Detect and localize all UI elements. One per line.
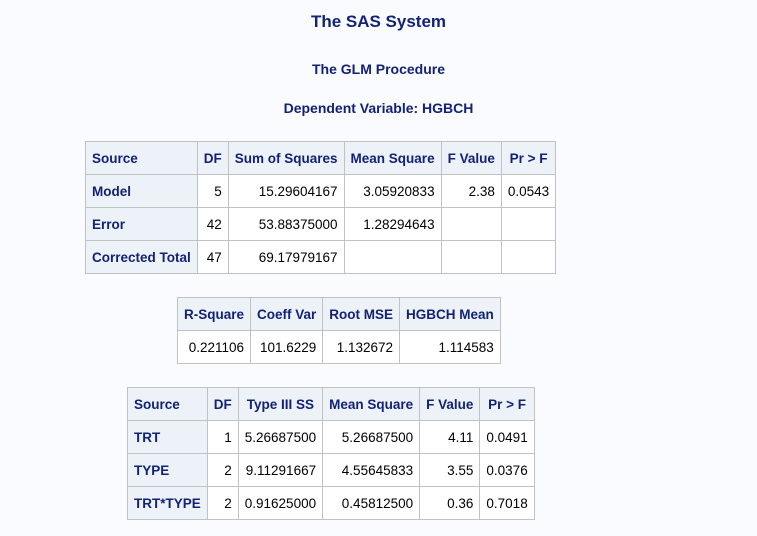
row-label: TRT <box>127 420 208 454</box>
f-value-cell: 0.36 <box>419 486 481 520</box>
sum-of-squares-cell: 53.88375000 <box>227 207 345 241</box>
type-iii-ss-cell: 5.26687500 <box>237 420 324 454</box>
row-label: Corrected Total <box>85 240 198 274</box>
column-header-mean-square: Mean Square <box>322 387 421 421</box>
table-row: TRT 1 5.26687500 5.26687500 4.11 0.0491 <box>127 420 535 454</box>
root-mse-cell: 1.132672 <box>322 330 401 364</box>
table-row: Error 42 53.88375000 1.28294643 <box>85 207 557 241</box>
column-header-pr-f: Pr > F <box>500 141 557 175</box>
table-row: Model 5 15.29604167 3.05920833 2.38 0.05… <box>85 174 557 208</box>
df-cell: 2 <box>206 453 239 487</box>
column-header-sum-of-squares: Sum of Squares <box>227 141 345 175</box>
fit-statistics-table: R-Square Coeff Var Root MSE HGBCH Mean 0… <box>176 297 501 364</box>
column-header-hgbch-mean: HGBCH Mean <box>399 297 501 331</box>
mean-square-cell: 0.45812500 <box>322 486 421 520</box>
row-label: Model <box>85 174 198 208</box>
column-header-r-square: R-Square <box>176 297 252 331</box>
mean-square-cell: 3.05920833 <box>343 174 442 208</box>
df-cell: 42 <box>196 207 229 241</box>
type-iii-ss-cell: 9.11291667 <box>237 453 324 487</box>
table-header-row: R-Square Coeff Var Root MSE HGBCH Mean <box>176 297 501 331</box>
p-value-cell: 0.0376 <box>479 453 535 487</box>
column-header-type-iii-ss: Type III SS <box>237 387 324 421</box>
p-value-cell: 0.0491 <box>479 420 535 454</box>
row-label: TRT*TYPE <box>127 486 208 520</box>
f-value-cell <box>440 207 502 241</box>
p-value-cell <box>500 240 557 274</box>
table-row: Corrected Total 47 69.17979167 <box>85 240 557 274</box>
df-cell: 5 <box>196 174 229 208</box>
dependent-variable-title: Dependent Variable: HGBCH <box>283 100 474 116</box>
column-header-f-value: F Value <box>440 141 502 175</box>
df-cell: 1 <box>206 420 239 454</box>
p-value-cell <box>500 207 557 241</box>
column-header-f-value: F Value <box>419 387 481 421</box>
df-cell: 2 <box>206 486 239 520</box>
table-row: TRT*TYPE 2 0.91625000 0.45812500 0.36 0.… <box>127 486 535 520</box>
df-cell: 47 <box>196 240 229 274</box>
table-row: 0.221106 101.6229 1.132672 1.114583 <box>176 330 501 364</box>
p-value-cell: 0.7018 <box>479 486 535 520</box>
table-header-row: Source DF Sum of Squares Mean Square F V… <box>85 141 557 175</box>
mean-square-cell: 1.28294643 <box>343 207 442 241</box>
column-header-pr-f: Pr > F <box>479 387 535 421</box>
anova-table: Source DF Sum of Squares Mean Square F V… <box>85 141 557 274</box>
column-header-source: Source <box>127 387 208 421</box>
f-value-cell: 4.11 <box>419 420 481 454</box>
r-square-cell: 0.221106 <box>176 330 252 364</box>
column-header-mean-square: Mean Square <box>343 141 442 175</box>
row-label: Error <box>85 207 198 241</box>
column-header-df: DF <box>196 141 229 175</box>
column-header-root-mse: Root MSE <box>322 297 401 331</box>
mean-square-cell <box>343 240 442 274</box>
f-value-cell: 3.55 <box>419 453 481 487</box>
system-title: The SAS System <box>310 12 447 31</box>
sum-of-squares-cell: 15.29604167 <box>227 174 345 208</box>
column-header-df: DF <box>206 387 239 421</box>
sum-of-squares-cell: 69.17979167 <box>227 240 345 274</box>
p-value-cell: 0.0543 <box>500 174 557 208</box>
mean-square-cell: 4.55645833 <box>322 453 421 487</box>
table-row: TYPE 2 9.11291667 4.55645833 3.55 0.0376 <box>127 453 535 487</box>
f-value-cell: 2.38 <box>440 174 502 208</box>
type-iii-table: Source DF Type III SS Mean Square F Valu… <box>127 387 535 520</box>
type-iii-ss-cell: 0.91625000 <box>237 486 324 520</box>
table-header-row: Source DF Type III SS Mean Square F Valu… <box>127 387 535 421</box>
column-header-coeff-var: Coeff Var <box>250 297 324 331</box>
column-header-source: Source <box>85 141 198 175</box>
hgbch-mean-cell: 1.114583 <box>399 330 501 364</box>
row-label: TYPE <box>127 453 208 487</box>
coeff-var-cell: 101.6229 <box>250 330 324 364</box>
procedure-title: The GLM Procedure <box>311 61 446 77</box>
mean-square-cell: 5.26687500 <box>322 420 421 454</box>
f-value-cell <box>440 240 502 274</box>
